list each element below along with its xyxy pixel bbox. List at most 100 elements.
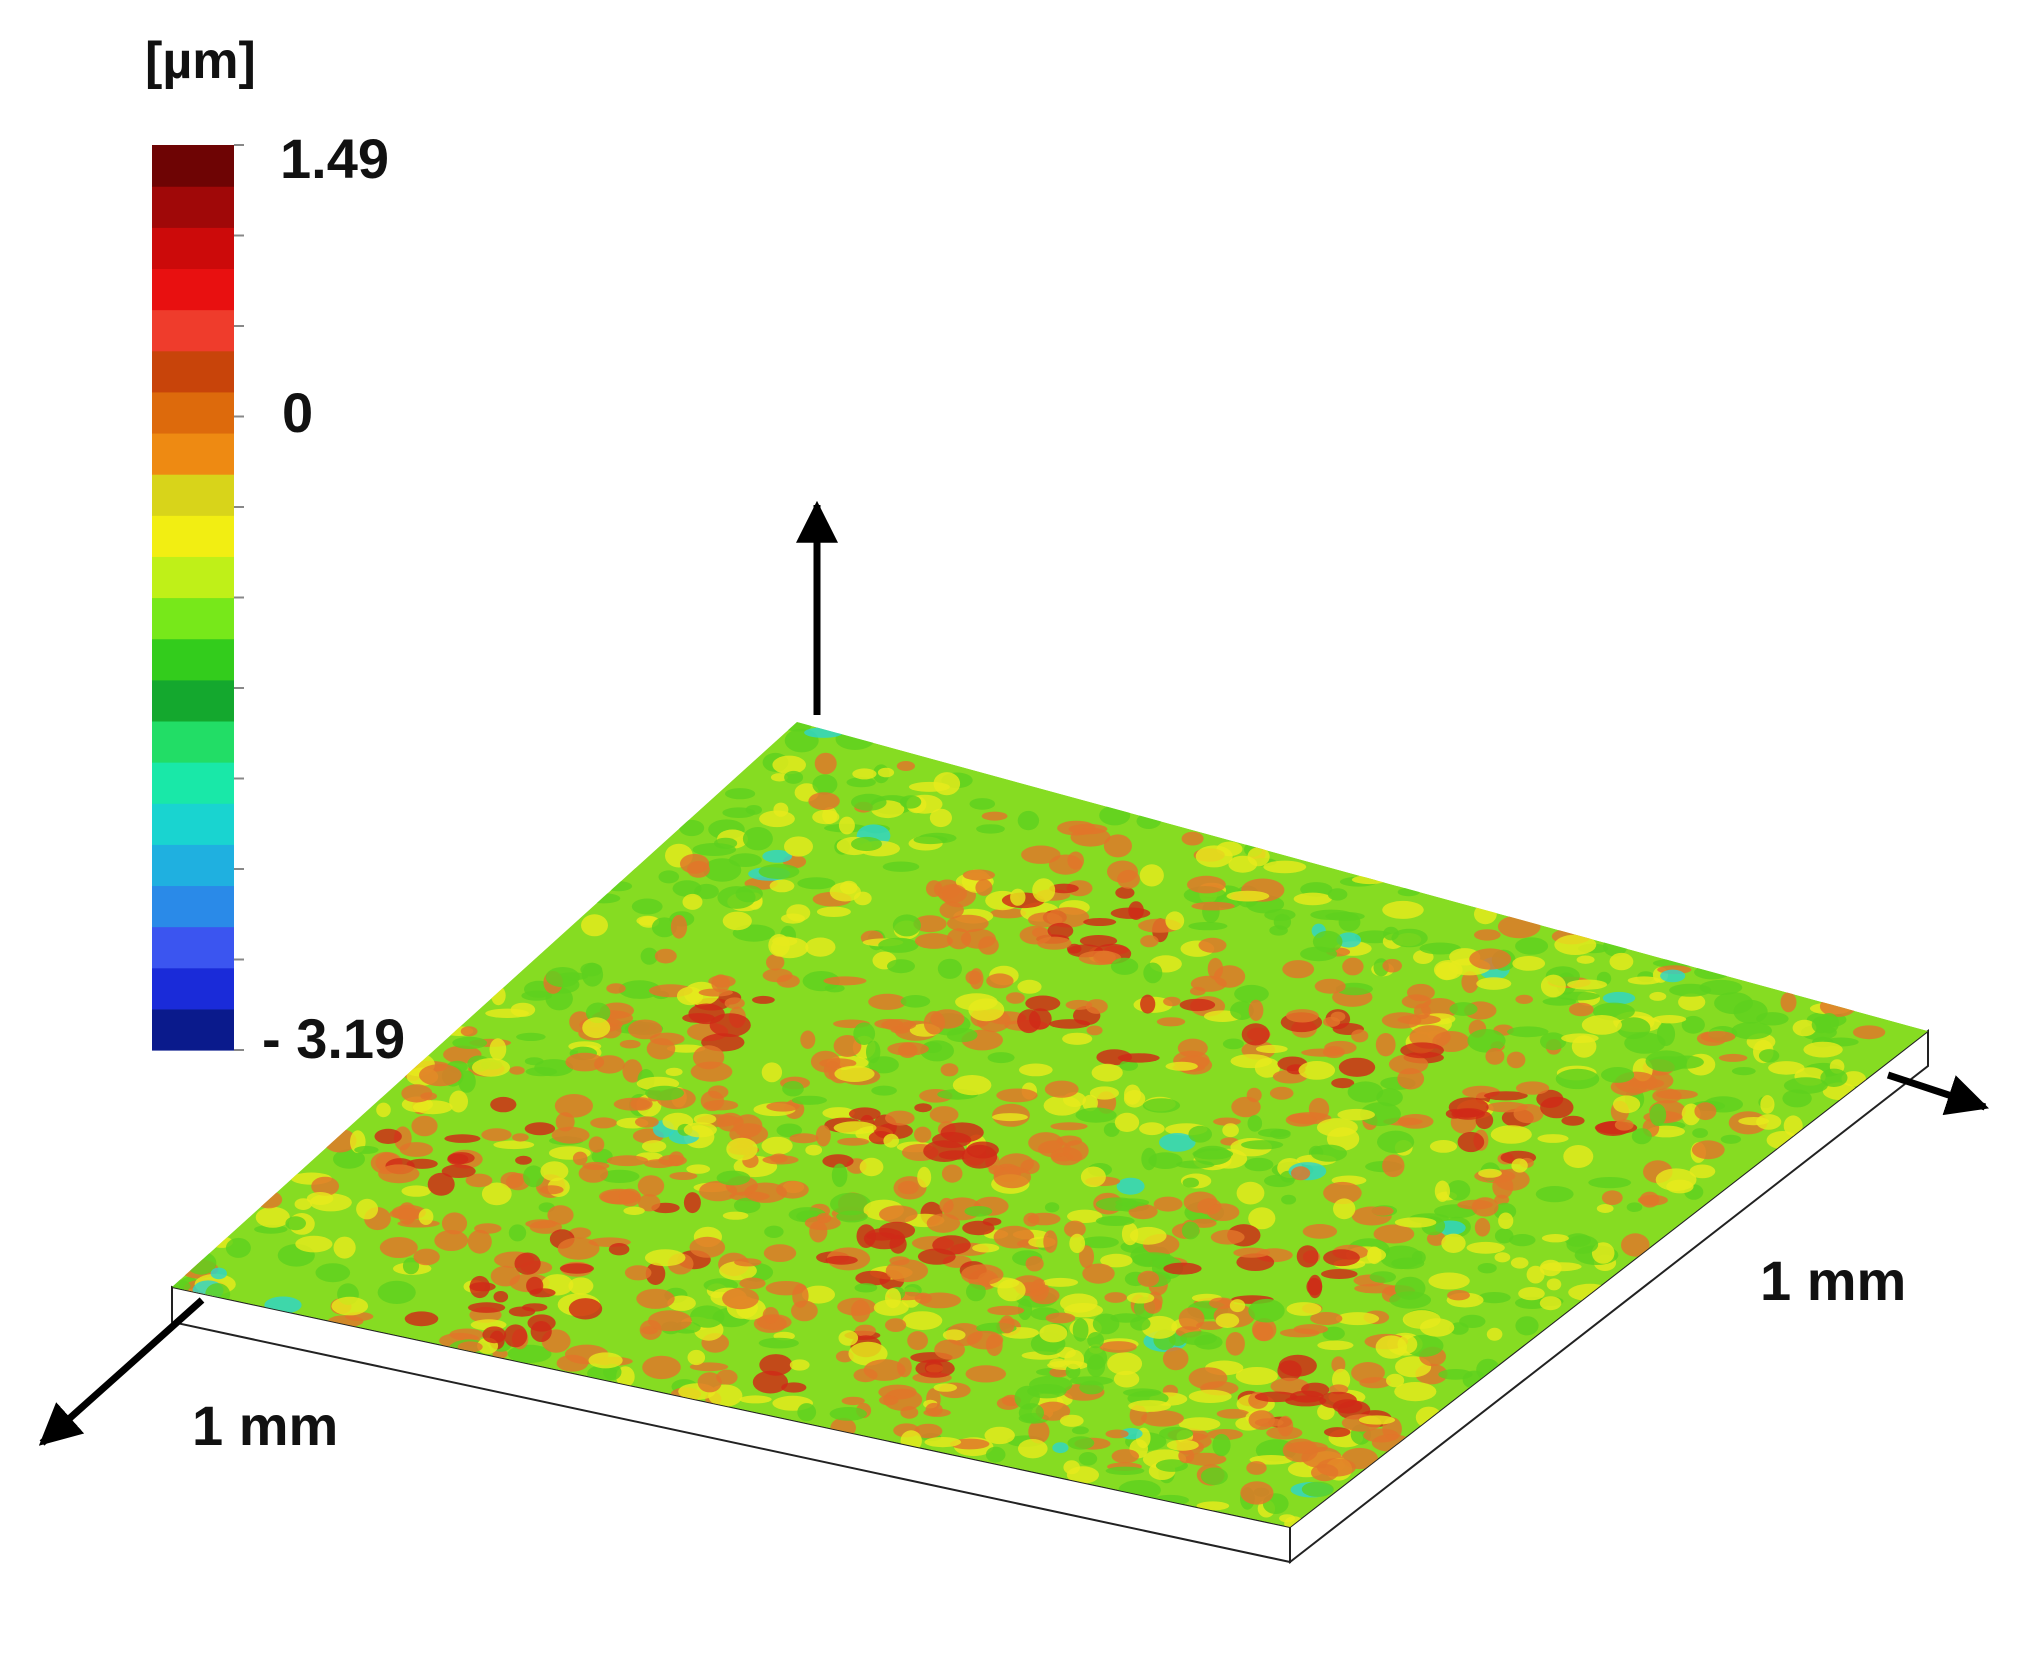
surface-patch	[1277, 1415, 1294, 1437]
surface-patch	[766, 1101, 800, 1112]
surface-patch	[619, 1039, 641, 1049]
surface-patch	[892, 914, 922, 937]
surface-patch	[758, 863, 800, 880]
surface-patch	[1230, 1001, 1254, 1020]
surface-patch	[1312, 930, 1343, 953]
surface-patch	[377, 1280, 416, 1304]
surface-patch	[1140, 994, 1156, 1014]
surface-patch	[1187, 875, 1226, 894]
surface-patch	[568, 1298, 603, 1320]
surface-patch	[1382, 958, 1402, 973]
surface-patch	[969, 968, 984, 990]
surface-patch	[397, 1219, 440, 1228]
surface-patch	[1115, 886, 1135, 899]
surface-patch	[848, 1107, 881, 1121]
surface-patch	[670, 914, 688, 939]
surface-patch	[1096, 1049, 1132, 1066]
surface-patch	[333, 1236, 356, 1259]
surface-patch	[599, 1169, 640, 1183]
surface-patch	[854, 1324, 876, 1337]
surface-patch	[699, 1180, 738, 1202]
surface-patch	[1037, 936, 1072, 950]
surface-patch	[1347, 1081, 1384, 1103]
surface-patch	[1293, 1324, 1329, 1335]
surface-patch	[1509, 1234, 1536, 1247]
surface-patch	[1017, 810, 1040, 831]
surface-patch	[580, 962, 603, 977]
surface-patch	[1114, 1112, 1140, 1132]
surface-patch	[378, 1164, 420, 1184]
surface-patch	[581, 914, 608, 937]
surface-patch	[1459, 1314, 1486, 1328]
surface-patch	[1136, 813, 1161, 829]
surface-patch	[210, 1267, 227, 1280]
colorbar-segment	[152, 803, 234, 845]
colorbar-segment	[152, 679, 234, 722]
surface-patch	[1792, 1019, 1817, 1037]
surface-patch	[523, 1165, 545, 1188]
surface-patch	[285, 1216, 307, 1231]
surface-patch	[800, 1030, 816, 1049]
surface-patch	[1130, 1316, 1151, 1331]
surface-patch	[1311, 1464, 1339, 1482]
surface-patch	[1039, 1324, 1068, 1343]
surface-patch	[658, 870, 680, 884]
surface-patch	[635, 1116, 659, 1128]
surface-patch	[1291, 1166, 1311, 1181]
surface-patch	[1103, 1122, 1120, 1137]
surface-patch	[333, 1149, 365, 1169]
surface-patch	[923, 1011, 946, 1035]
surface-patch	[703, 858, 742, 882]
surface-patch	[853, 1368, 878, 1383]
surface-patch	[1091, 1063, 1123, 1082]
surface-patch	[1092, 1313, 1120, 1335]
surface-patch	[1215, 1313, 1240, 1328]
surface-patch	[1035, 1401, 1071, 1421]
surface-patch	[1093, 950, 1116, 965]
surface-patch	[1474, 1218, 1491, 1237]
surface-patch	[1028, 1132, 1064, 1154]
surface-patch	[427, 1172, 455, 1196]
surface-patch	[1554, 934, 1597, 955]
surface-patch	[742, 827, 773, 851]
surface-patch	[739, 1277, 766, 1290]
surface-patch	[1511, 1158, 1528, 1173]
surface-patch	[734, 1258, 762, 1267]
surface-patch	[859, 1157, 884, 1177]
surface-patch	[878, 937, 919, 953]
surface-patch	[1588, 1177, 1632, 1189]
surface-patch	[1087, 1354, 1106, 1378]
surface-patch	[1163, 1262, 1202, 1275]
surface-patch	[1233, 1247, 1271, 1258]
surface-patch	[808, 792, 840, 810]
surface-patch	[354, 1145, 379, 1154]
surface-patch	[1301, 1382, 1330, 1397]
surface-patch	[1286, 1009, 1319, 1023]
surface-patch	[645, 1262, 666, 1286]
surface-patch	[1323, 1249, 1360, 1267]
surface-patch	[1718, 1053, 1748, 1062]
surface-patch	[776, 974, 800, 988]
surface-patch	[786, 904, 811, 922]
surface-patch	[1188, 1389, 1232, 1403]
surface-patch	[679, 819, 705, 837]
surface-patch	[952, 1075, 992, 1096]
surface-patch	[833, 1121, 877, 1135]
surface-patch	[1429, 1140, 1458, 1153]
surface-patch	[993, 1166, 1032, 1189]
surface-patch	[1391, 928, 1428, 948]
surface-patch	[1518, 1287, 1545, 1301]
surface-patch	[1207, 1203, 1240, 1221]
surface-patch	[646, 1038, 676, 1060]
surface-patch	[1222, 1038, 1244, 1050]
surface-patch	[1669, 983, 1712, 997]
surface-patch	[547, 1205, 574, 1225]
surface-patch	[1195, 845, 1233, 868]
surface-patch	[630, 1097, 653, 1111]
surface-patch	[1758, 1049, 1780, 1063]
surface-patch	[418, 1208, 434, 1226]
surface-patch	[512, 1133, 529, 1142]
surface-patch	[1401, 994, 1432, 1009]
surface-patch	[1413, 950, 1434, 964]
surface-patch	[404, 1311, 439, 1327]
